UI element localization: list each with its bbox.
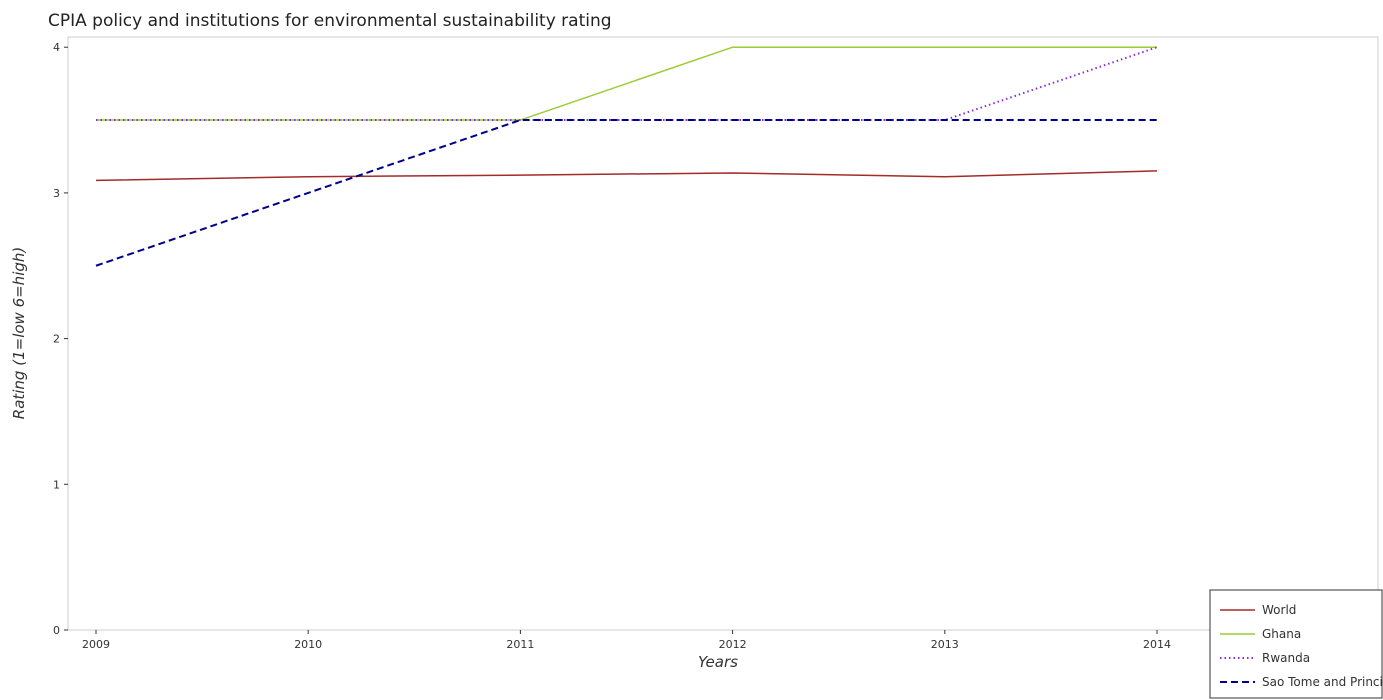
legend-label: Rwanda bbox=[1262, 651, 1310, 665]
legend: World Ghana Rwanda Sao Tome and Principe bbox=[1209, 589, 1383, 699]
legend-label: World bbox=[1262, 603, 1296, 617]
y-axis-label: Rating (1=low 6=high) bbox=[10, 247, 28, 419]
x-tick-label: 2014 bbox=[1143, 638, 1171, 651]
x-tick-label: 2011 bbox=[506, 638, 534, 651]
y-tick-label: 0 bbox=[53, 624, 60, 637]
y-tick-label: 2 bbox=[53, 333, 60, 346]
x-tick-label: 2010 bbox=[294, 638, 322, 651]
y-tick-label: 4 bbox=[53, 41, 60, 54]
series-line-sao-tome-and-principe bbox=[95, 119, 1157, 267]
x-tick-label: 2009 bbox=[82, 638, 110, 651]
y-tick-label: 3 bbox=[53, 187, 60, 200]
x-tick-label: 2012 bbox=[719, 638, 747, 651]
x-tick-label: 2013 bbox=[931, 638, 959, 651]
series-line-rwanda bbox=[96, 46, 1158, 122]
chart-title: CPIA policy and institutions for environ… bbox=[48, 11, 612, 31]
legend-label: Sao Tome and Principe bbox=[1262, 675, 1383, 689]
legend-box bbox=[1209, 589, 1383, 699]
series-line-world bbox=[95, 170, 1158, 182]
y-axis: 0 1 2 3 4 bbox=[53, 41, 68, 637]
x-axis-label: Years bbox=[698, 653, 738, 671]
legend-label: Ghana bbox=[1262, 627, 1301, 641]
series-layer bbox=[95, 46, 1158, 267]
plot-area bbox=[67, 36, 1379, 631]
y-tick-label: 1 bbox=[53, 478, 60, 491]
x-axis: 2009 2010 2011 2012 2013 2014 bbox=[82, 630, 1171, 651]
